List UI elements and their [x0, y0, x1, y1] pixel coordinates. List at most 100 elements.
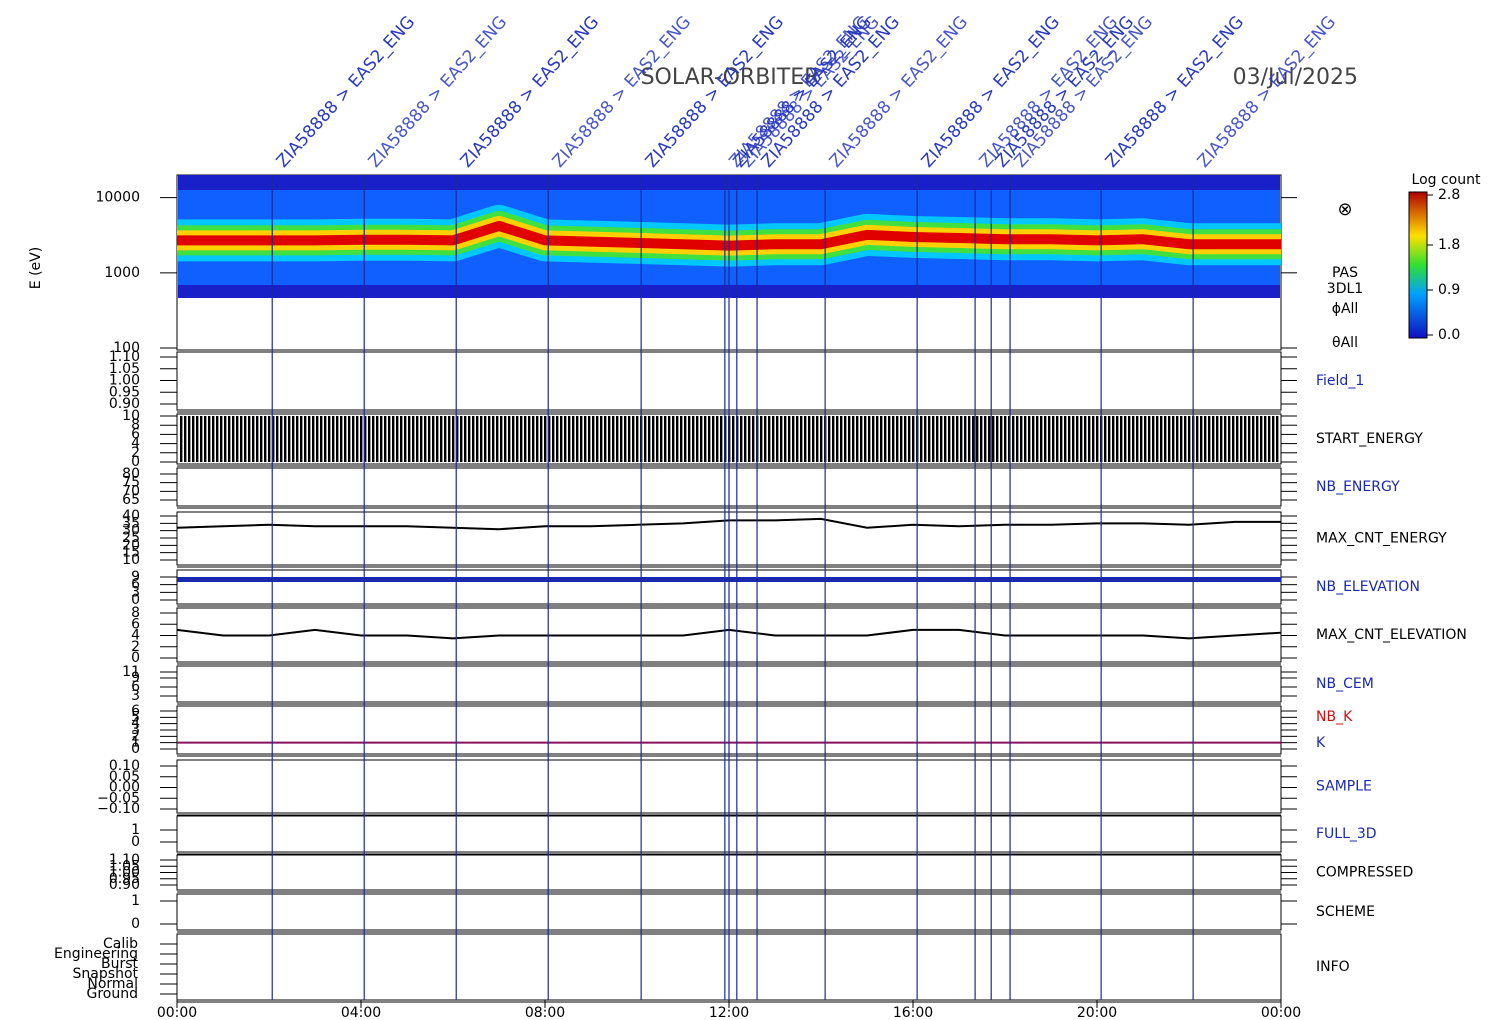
panel-label: NB_K	[1316, 709, 1353, 725]
y-tick-label: 0	[131, 834, 140, 850]
panel-label: ϕAll	[1332, 301, 1359, 317]
y-tick-label: 4	[131, 628, 140, 644]
y-tick-label: 4	[131, 716, 140, 732]
y-tick-label: 70	[122, 483, 140, 499]
category-label: Ground	[87, 986, 139, 1002]
y-tick-label: 100	[113, 340, 140, 356]
y-tick-label: 6	[131, 426, 140, 442]
colorbar-title: Log count	[1412, 172, 1481, 188]
panel-label: K	[1316, 735, 1326, 751]
category-label: Burst	[101, 956, 139, 972]
y-tick-label: 6	[131, 703, 140, 719]
x-tick-label: 20:00	[1077, 1005, 1117, 1020]
panel-label: 3DL1	[1327, 281, 1363, 297]
y-tick-label: 8	[131, 605, 140, 621]
y-axis-title: E (eV)	[28, 247, 44, 289]
y-tick-label: 30	[122, 523, 140, 539]
panel-label: NB_ELEVATION	[1316, 579, 1420, 595]
x-tick-label: 00:00	[1261, 1005, 1301, 1020]
panel-label: PAS	[1332, 265, 1358, 281]
y-tick-label: 25	[122, 530, 140, 546]
y-tick-label: 35	[122, 515, 140, 531]
y-tick-label: 0.00	[109, 780, 140, 796]
y-tick-label: 15	[122, 545, 140, 561]
y-tick-label: 1.00	[109, 865, 140, 881]
colorbar-tick-label: 0.0	[1438, 327, 1460, 343]
y-tick-label: 0.90	[109, 396, 140, 412]
y-tick-label: 6	[131, 577, 140, 593]
symbol: ⊗	[1337, 199, 1352, 220]
y-tick-label: 1.05	[109, 361, 140, 377]
y-tick-label: 10	[122, 408, 140, 424]
category-label: Engineering	[54, 946, 138, 962]
y-tick-label: 3	[131, 722, 140, 738]
y-tick-label: 1.00	[109, 373, 140, 389]
panel-label: θAll	[1332, 335, 1358, 351]
y-tick-label: 20	[122, 537, 140, 553]
y-tick-label: 1.10	[109, 349, 140, 365]
y-tick-label: 8	[131, 417, 140, 433]
y-tick-label: 10000	[95, 190, 140, 206]
y-tick-label: 80	[122, 466, 140, 482]
y-tick-label: 65	[122, 492, 140, 508]
y-tick-label: 3	[131, 688, 140, 704]
y-tick-label: 0	[131, 592, 140, 608]
y-tick-label: 1.10	[109, 852, 140, 868]
panel-label: NB_CEM	[1316, 676, 1374, 692]
y-tick-label: 0	[131, 741, 140, 757]
panel-label: INFO	[1316, 959, 1350, 975]
y-tick-label: 0	[131, 454, 140, 470]
category-label: Snapshot	[73, 966, 139, 982]
event-label: ZIA58888 > EAS2_ENG	[758, 12, 904, 171]
y-tick-label: −0.10	[97, 801, 140, 817]
y-tick-label: 4	[131, 436, 140, 452]
y-tick-label: 9	[131, 569, 140, 585]
title: SOLAR-ORBITER	[641, 65, 820, 90]
y-tick-label: 1.05	[109, 858, 140, 874]
y-tick-label: 3	[131, 584, 140, 600]
panel-label: SCHEME	[1316, 904, 1375, 920]
x-tick-label: 04:00	[341, 1005, 381, 1020]
y-tick-label: 6	[131, 616, 140, 632]
y-tick-label: 75	[122, 475, 140, 491]
panel-label: Field_1	[1316, 373, 1364, 389]
x-tick-label: 12:00	[709, 1005, 749, 1020]
category-label: Normal	[87, 976, 138, 992]
y-tick-label: 1	[131, 822, 140, 838]
y-tick-label: 9	[131, 670, 140, 686]
colorbar-tick-label: 1.8	[1438, 237, 1460, 253]
y-tick-label: 1	[131, 893, 140, 909]
panel-label: START_ENERGY	[1316, 431, 1423, 447]
y-tick-label: 1	[131, 735, 140, 751]
y-tick-label: 2	[131, 728, 140, 744]
y-tick-label: 11	[122, 664, 140, 680]
y-tick-label: 0.05	[109, 769, 140, 785]
colorbar	[1408, 191, 1428, 339]
date: 03/Jul/2025	[1233, 65, 1358, 90]
x-tick-label: 08:00	[525, 1005, 565, 1020]
colorbar-tick-label: 2.8	[1438, 187, 1460, 203]
x-tick-label: 16:00	[893, 1005, 933, 1020]
panel-label: FULL_3D	[1316, 826, 1377, 842]
y-tick-label: 0.95	[109, 384, 140, 400]
y-tick-label: 2	[131, 639, 140, 655]
y-tick-label: 40	[122, 508, 140, 524]
y-tick-label: 1000	[104, 265, 140, 281]
y-tick-label: 2	[131, 445, 140, 461]
y-tick-label: 0.95	[109, 871, 140, 887]
y-tick-label: 10	[122, 552, 140, 568]
category-label: Calib	[103, 936, 138, 952]
y-tick-label: 5	[131, 709, 140, 725]
panel-label: MAX_CNT_ELEVATION	[1316, 627, 1467, 643]
y-tick-label: 0.90	[109, 877, 140, 893]
panel-label: SAMPLE	[1316, 779, 1372, 795]
y-tick-label: 0	[131, 916, 140, 932]
panel-label: COMPRESSED	[1316, 865, 1413, 881]
panel-label: NB_ENERGY	[1316, 479, 1400, 495]
y-tick-label: 6	[131, 679, 140, 695]
y-tick-label: −0.05	[97, 790, 140, 806]
colorbar-tick-label: 0.9	[1438, 282, 1460, 298]
y-tick-label: 0	[131, 650, 140, 666]
x-tick-label: 00:00	[157, 1005, 197, 1020]
